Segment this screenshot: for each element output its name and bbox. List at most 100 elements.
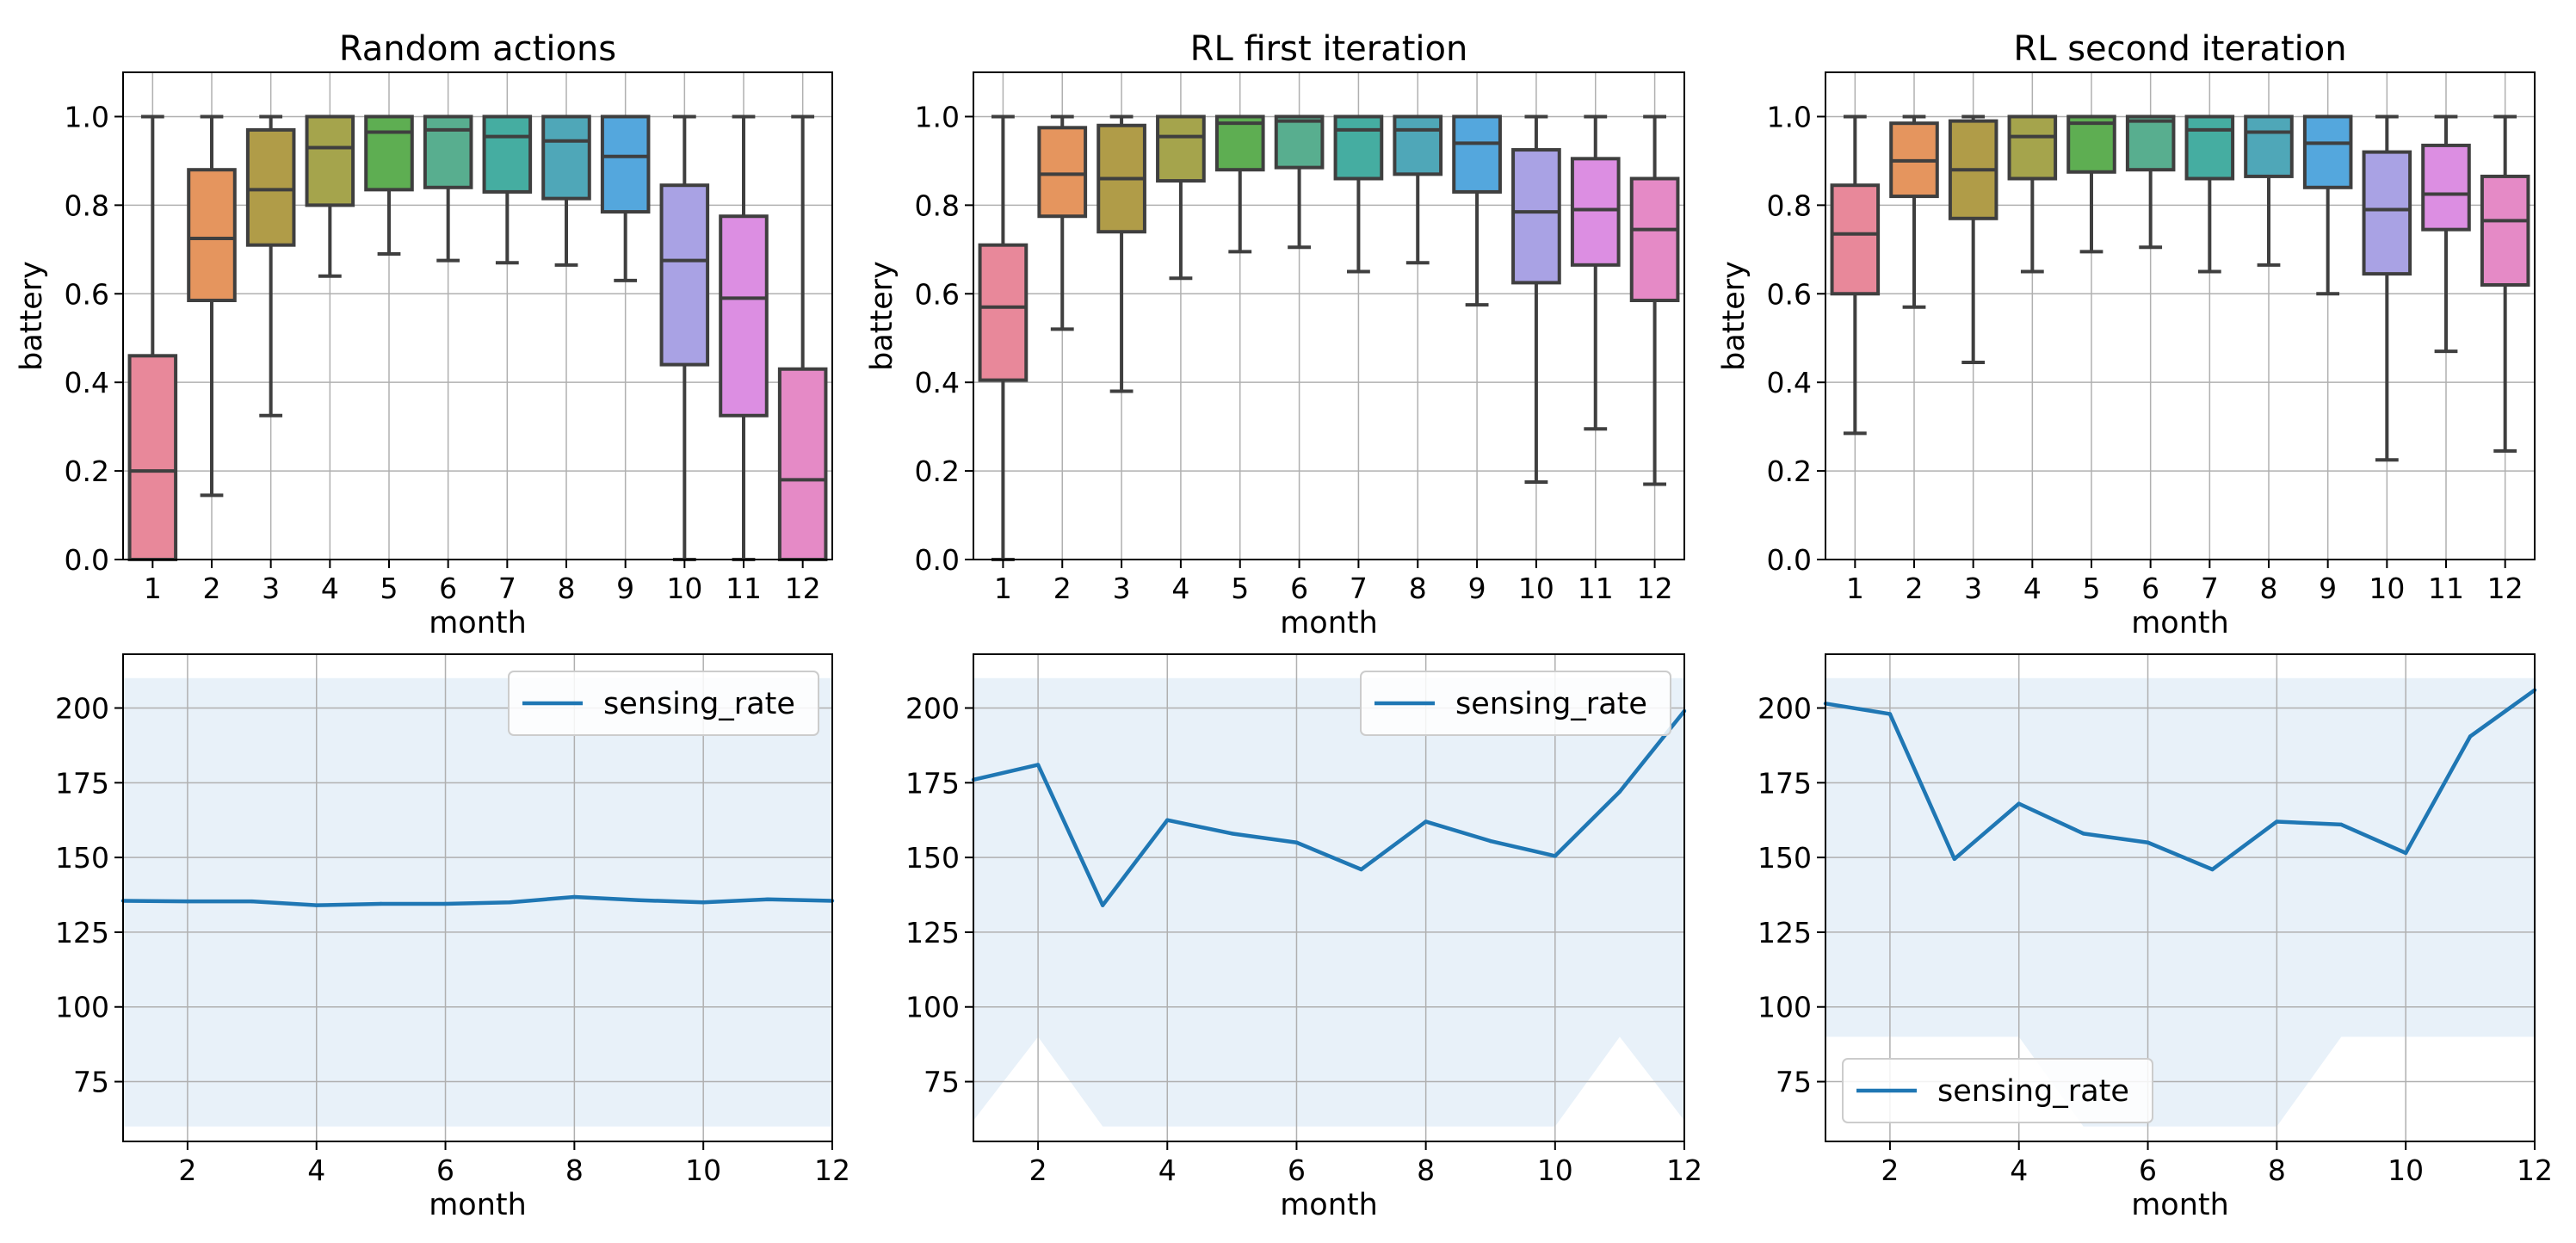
x-tick-label: 5 bbox=[380, 572, 398, 605]
y-axis-label: battery bbox=[15, 261, 49, 371]
data-point bbox=[1553, 854, 1558, 858]
x-tick-label: 4 bbox=[1158, 1153, 1177, 1187]
y-tick-label: 0.6 bbox=[65, 277, 109, 311]
data-point bbox=[1230, 832, 1234, 836]
box-iqr bbox=[2362, 150, 2412, 276]
data-point bbox=[2210, 867, 2215, 872]
box-iqr bbox=[1830, 183, 1881, 296]
x-axis-label: month bbox=[2131, 606, 2229, 640]
x-tick-label: 10 bbox=[2388, 1153, 2424, 1187]
box-month-4 bbox=[1156, 114, 1206, 281]
x-tick-label: 12 bbox=[1637, 572, 1673, 605]
box-month-6 bbox=[423, 114, 473, 263]
legend-label: sensing_rate bbox=[1455, 687, 1647, 721]
box-panel-1: 1 2 3 4 5 6 7 8 9 10 11 120.00.20.40.60.81.0Random … bbox=[15, 29, 833, 640]
data-point bbox=[2403, 850, 2408, 856]
x-tick-label: 9 bbox=[616, 572, 634, 605]
box-month-9 bbox=[600, 114, 651, 282]
x-tick-label: 3 bbox=[1113, 572, 1131, 605]
box-iqr bbox=[2480, 174, 2530, 287]
x-tick-label: 12 bbox=[2487, 572, 2523, 605]
legend-box bbox=[508, 671, 819, 736]
box-month-7 bbox=[2184, 114, 2235, 274]
y-tick-label: 175 bbox=[1757, 766, 1812, 800]
y-tick-label: 0.4 bbox=[1767, 366, 1812, 399]
x-tick-label: 1 bbox=[994, 572, 1012, 605]
chart-title: Random actions bbox=[339, 29, 616, 69]
chart-title: RL second iteration bbox=[2013, 29, 2346, 69]
x-tick-label: 7 bbox=[498, 572, 516, 605]
box-iqr bbox=[1393, 114, 1443, 176]
data-point bbox=[1617, 789, 1622, 794]
y-tick-label: 75 bbox=[1776, 1066, 1812, 1099]
box-iqr bbox=[777, 367, 828, 561]
plot-frame bbox=[1825, 653, 2536, 1142]
y-tick-label: 0.2 bbox=[1767, 455, 1812, 488]
box-iqr bbox=[1570, 157, 1621, 267]
x-tick-label: 6 bbox=[1288, 1153, 1306, 1187]
x-axis-label: month bbox=[1280, 1188, 1378, 1222]
x-tick-label: 5 bbox=[2083, 572, 2101, 605]
data-point bbox=[1488, 838, 1492, 844]
box-iqr bbox=[2421, 143, 2471, 232]
y-tick-label: 125 bbox=[55, 916, 109, 949]
line-panel-3: 2 4 6 8 10 12 75 100 125 150 175 200 month sensing_ra… bbox=[1757, 653, 2553, 1222]
x-tick-label: 11 bbox=[2428, 572, 2464, 605]
series-line-sensing_rate bbox=[973, 709, 1686, 907]
box-iqr bbox=[1274, 114, 1325, 170]
box-month-1 bbox=[978, 114, 1029, 561]
x-tick-label: 10 bbox=[666, 572, 702, 605]
y-tick-label: 0.4 bbox=[915, 366, 960, 399]
data-point bbox=[701, 900, 706, 905]
y-tick-label: 125 bbox=[1757, 916, 1812, 949]
box-iqr bbox=[305, 114, 355, 207]
line-panel-2: 2 4 6 8 10 12 75 100 125 150 175 200 month sensing_ra… bbox=[905, 653, 1702, 1222]
y-tick-label: 1.0 bbox=[915, 100, 960, 133]
box-month-12 bbox=[1629, 114, 1680, 486]
x-tick-label: 8 bbox=[2260, 572, 2278, 605]
data-point bbox=[1035, 763, 1041, 767]
box-month-11 bbox=[719, 114, 769, 561]
box-iqr bbox=[364, 114, 414, 192]
y-tick-label: 150 bbox=[905, 841, 960, 875]
x-tick-label: 1 bbox=[144, 572, 162, 605]
box-month-12 bbox=[777, 114, 828, 561]
box-month-5 bbox=[2066, 114, 2116, 254]
data-point bbox=[2468, 734, 2473, 739]
x-tick-label: 6 bbox=[436, 1153, 454, 1187]
box-month-4 bbox=[2007, 114, 2058, 274]
y-tick-label: 200 bbox=[55, 692, 109, 726]
box-iqr bbox=[1452, 114, 1502, 194]
x-tick-label: 10 bbox=[1518, 572, 1554, 605]
x-tick-label: 12 bbox=[785, 572, 821, 605]
x-tick-label: 10 bbox=[685, 1153, 721, 1187]
y-tick-label: 1.0 bbox=[65, 100, 109, 133]
y-tick-label: 125 bbox=[905, 916, 960, 949]
box-iqr bbox=[659, 183, 710, 367]
data-point bbox=[250, 899, 255, 904]
data-point bbox=[637, 898, 641, 902]
legend-label: sensing_rate bbox=[1937, 1074, 2129, 1109]
data-point bbox=[2339, 822, 2344, 827]
box-month-11 bbox=[2421, 114, 2471, 354]
box-iqr bbox=[2125, 114, 2176, 172]
x-tick-label: 4 bbox=[2023, 572, 2042, 605]
legend: sensing_rate bbox=[1360, 671, 1671, 736]
x-tick-label: 10 bbox=[1537, 1153, 1573, 1187]
box-month-5 bbox=[364, 114, 414, 256]
box-iqr bbox=[1037, 126, 1088, 219]
data-point bbox=[765, 897, 770, 901]
x-axis-label: month bbox=[1280, 606, 1378, 640]
x-tick-label: 2 bbox=[203, 572, 221, 605]
box-iqr bbox=[245, 127, 296, 247]
plot-frame bbox=[973, 653, 1685, 1142]
box-month-3 bbox=[1096, 114, 1146, 393]
box-iqr bbox=[1333, 114, 1384, 181]
y-tick-label: 0.8 bbox=[1767, 189, 1812, 222]
x-tick-label: 12 bbox=[814, 1153, 850, 1187]
box-panel-3: 1 2 3 4 5 6 7 8 9 10 11 120.00.20.40.60.81.0RL seco… bbox=[1717, 29, 2536, 640]
box-month-9 bbox=[1452, 114, 1502, 307]
data-point bbox=[1952, 856, 1957, 862]
box-month-1 bbox=[1830, 114, 1881, 436]
